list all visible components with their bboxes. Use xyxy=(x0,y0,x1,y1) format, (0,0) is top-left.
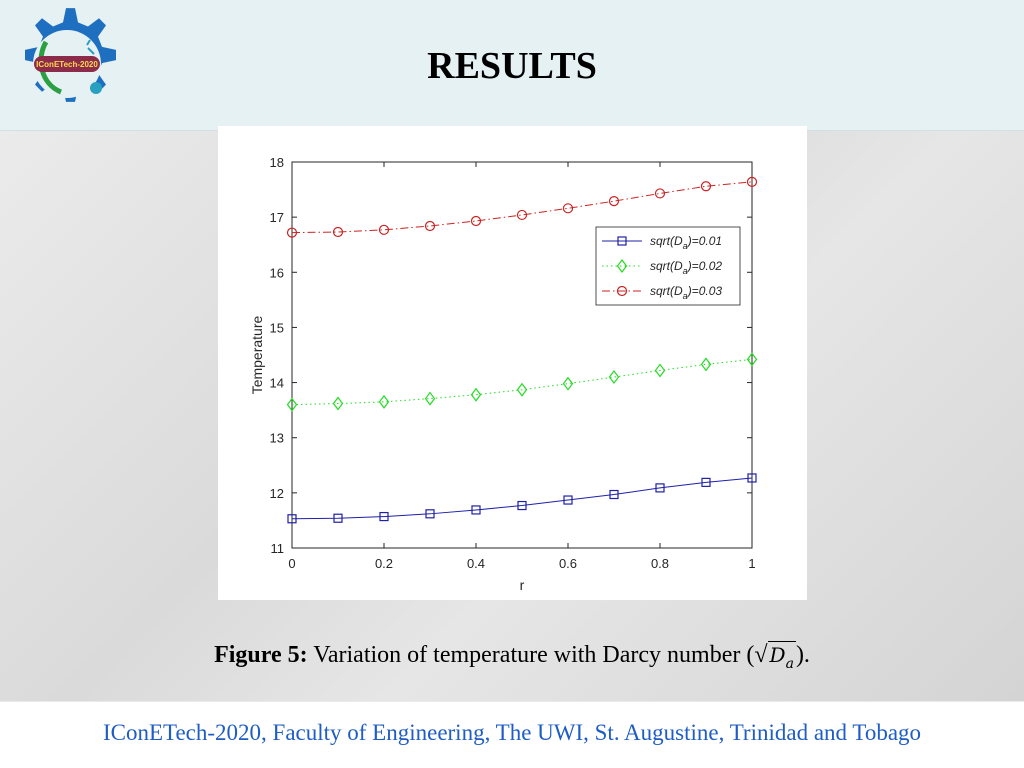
data-point-diamond xyxy=(608,370,620,385)
y-tick-label: 11 xyxy=(271,541,285,556)
y-tick-label: 15 xyxy=(270,320,284,335)
data-point-circle xyxy=(424,220,436,232)
data-point-diamond xyxy=(616,259,628,273)
y-tick-label: 12 xyxy=(270,486,284,501)
data-point-square xyxy=(425,509,435,519)
figure-panel: 0 0.2 0.4 0.6 0.8 1 11 12 13 14 15 16 17 18 r Temperatu… xyxy=(218,126,807,600)
data-point-circle xyxy=(654,188,666,199)
series-line xyxy=(291,477,753,520)
data-point-diamond xyxy=(746,352,758,367)
data-point-circle xyxy=(562,203,574,214)
y-tick-label: 13 xyxy=(270,431,284,446)
x-tick-label: 0 xyxy=(288,556,295,571)
data-point-circle xyxy=(470,215,482,227)
data-point-square xyxy=(379,511,389,522)
data-point-circle xyxy=(378,224,390,235)
y-tick-label: 16 xyxy=(270,265,284,280)
data-point-diamond xyxy=(654,363,666,378)
caption-end: ). xyxy=(795,642,810,668)
caption-label: Figure 5: xyxy=(214,642,308,668)
y-tick-label: 17 xyxy=(270,210,284,225)
sqrt-symbol: √ Da xyxy=(754,641,796,672)
data-point-circle xyxy=(608,196,620,207)
data-point-diamond xyxy=(516,382,528,397)
svg-text:IConETech-2020: IConETech-2020 xyxy=(36,60,98,69)
data-point-diamond xyxy=(286,397,298,412)
data-point-square xyxy=(287,514,297,524)
legend-label: sqrt(Da)=0.03 xyxy=(650,284,722,301)
legend: sqrt(Da)=0.01 sqrt(Da)=0.02 sqrt(Da)=0.03 xyxy=(595,226,741,306)
y-tick-label: 14 xyxy=(270,376,284,391)
plot-area xyxy=(291,161,753,549)
data-point-diamond xyxy=(470,387,482,402)
data-point-square xyxy=(333,513,343,523)
figure-caption: Figure 5: Variation of temperature with … xyxy=(0,641,1024,672)
legend-label: sqrt(Da)=0.02 xyxy=(650,259,722,276)
series-1 xyxy=(287,473,757,524)
caption-subscript: a xyxy=(785,655,794,672)
data-point-square xyxy=(655,483,665,493)
series-3 xyxy=(286,176,758,238)
data-point-circle xyxy=(516,209,528,221)
footer-text: IConETech-2020, Faculty of Engineering, … xyxy=(102,720,922,745)
legend-label: sqrt(Da)=0.01 xyxy=(650,234,722,251)
series-2 xyxy=(286,352,758,412)
series-line xyxy=(291,358,753,406)
data-point-square xyxy=(517,500,527,511)
x-tick-label: 1 xyxy=(748,556,755,571)
data-point-square xyxy=(471,505,481,515)
data-point-square xyxy=(609,489,619,500)
caption-text: Variation of temperature with Darcy numb… xyxy=(313,642,755,668)
data-point-diamond xyxy=(424,391,436,406)
x-axis-label: r xyxy=(520,577,525,593)
data-point-diamond xyxy=(378,394,390,409)
conference-logo: IConETech-2020 xyxy=(25,8,116,102)
data-point-diamond xyxy=(700,357,712,372)
x-tick-label: 0.6 xyxy=(559,556,577,571)
footer: IConETech-2020, Faculty of Engineering, … xyxy=(0,702,1024,768)
data-point-circle xyxy=(616,285,628,297)
data-point-square xyxy=(747,473,757,483)
slide-header: IConETech-2020 RESULTS xyxy=(0,0,1024,131)
y-tick-label: 18 xyxy=(270,155,284,170)
y-axis-label: Temperature xyxy=(249,315,265,394)
data-point-circle xyxy=(286,227,298,238)
temperature-chart: 0 0.2 0.4 0.6 0.8 11112131415161718rTemperatu… xyxy=(249,155,758,593)
x-tick-label: 0.4 xyxy=(467,556,485,571)
caption-symbol: D xyxy=(769,643,786,667)
data-point-circle xyxy=(746,176,758,187)
data-point-diamond xyxy=(332,396,344,411)
data-point-square xyxy=(617,236,627,246)
data-point-square xyxy=(563,495,573,505)
page-title: RESULTS xyxy=(427,45,597,87)
data-point-square xyxy=(701,477,711,487)
data-point-circle xyxy=(332,226,344,238)
data-point-circle xyxy=(700,181,712,192)
x-tick-label: 0.8 xyxy=(651,556,669,571)
data-point-diamond xyxy=(562,376,574,391)
x-tick-label: 0.2 xyxy=(375,556,393,571)
